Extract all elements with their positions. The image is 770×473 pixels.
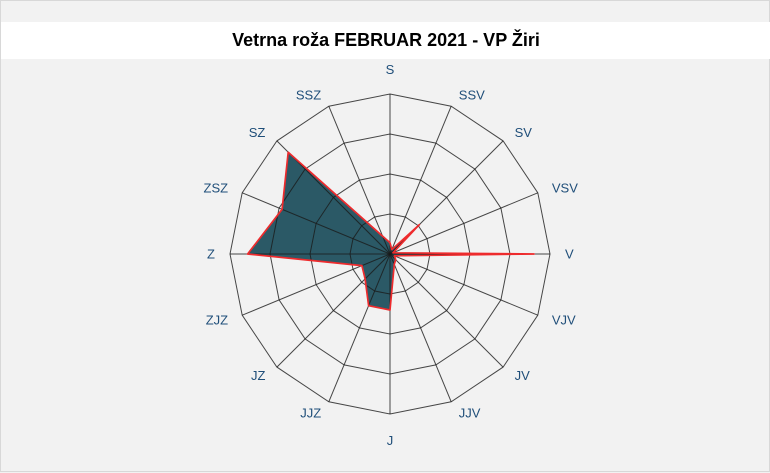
- direction-label-SZ: SZ: [249, 125, 266, 140]
- grid-spoke-ZJZ: [242, 253, 391, 316]
- grid-spoke-SSZ: [328, 106, 391, 255]
- direction-label-S: S: [386, 62, 395, 77]
- grid-spoke-VJV: [389, 253, 538, 316]
- direction-label-JZ: JZ: [251, 368, 266, 383]
- direction-label-SSZ: SSZ: [296, 88, 321, 103]
- grid-spoke-JJV: [389, 253, 452, 402]
- title-bar: Vetrna roža FEBRUAR 2021 - VP Žiri: [1, 22, 770, 59]
- direction-label-Z: Z: [207, 247, 215, 262]
- direction-label-V: V: [565, 247, 574, 262]
- direction-label-VJV: VJV: [552, 312, 576, 327]
- direction-label-JV: JV: [515, 368, 531, 383]
- direction-label-SSV: SSV: [459, 88, 485, 103]
- grid-spoke-SSV: [389, 106, 452, 255]
- wind-rose-outline: [246, 151, 535, 311]
- direction-label-J: J: [387, 433, 394, 448]
- grid-spoke-JV: [389, 253, 504, 368]
- direction-label-ZJZ: ZJZ: [206, 312, 228, 327]
- direction-label-JJV: JJV: [459, 405, 481, 420]
- direction-label-SV: SV: [515, 125, 533, 140]
- grid-spoke-JZ: [276, 253, 391, 368]
- chart-title: Vetrna roža FEBRUAR 2021 - VP Žiri: [232, 30, 540, 50]
- grid-spoke-JJZ: [328, 253, 391, 402]
- direction-label-ZSZ: ZSZ: [204, 181, 229, 196]
- direction-label-VSV: VSV: [552, 181, 578, 196]
- grid-spoke-VSV: [389, 192, 538, 255]
- wind-rose-fill: [247, 152, 534, 310]
- direction-label-JJZ: JJZ: [300, 405, 321, 420]
- grid-spoke-ZSZ: [242, 192, 391, 255]
